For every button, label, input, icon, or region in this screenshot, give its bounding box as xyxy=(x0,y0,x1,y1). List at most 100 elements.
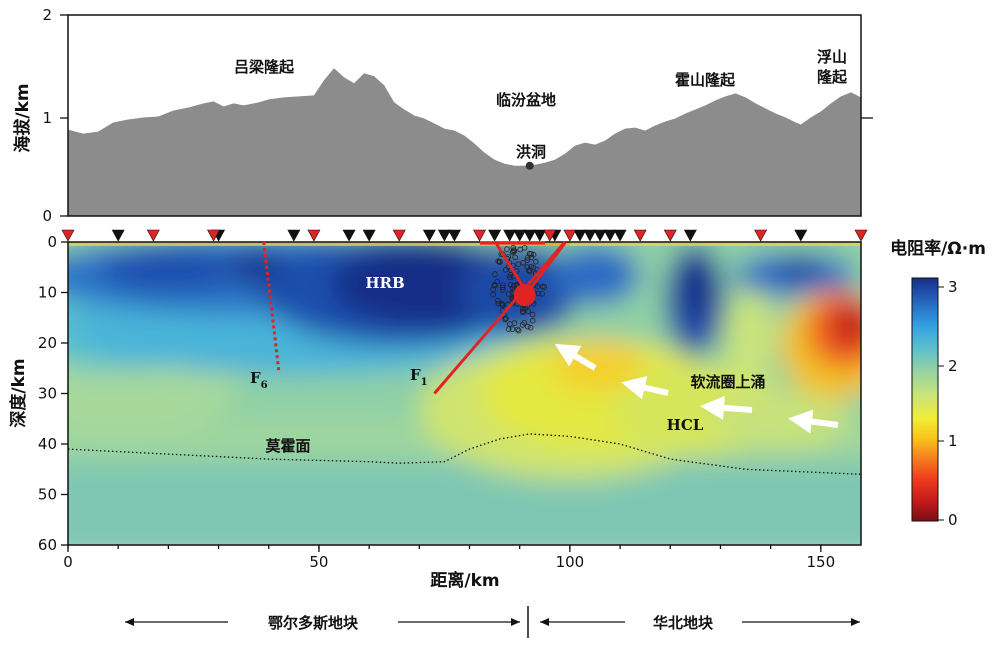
station-red-marker xyxy=(392,229,406,242)
colorbar-ticks xyxy=(938,286,944,521)
earthquake-event xyxy=(524,323,531,330)
earthquake-event xyxy=(502,266,509,273)
earthquake-event xyxy=(524,264,530,270)
earthquake-event xyxy=(504,246,510,252)
y-tick-label: 30 xyxy=(38,385,57,403)
station-black-marker xyxy=(488,229,502,242)
earthquake-event xyxy=(507,281,514,288)
earthquake-event xyxy=(491,281,498,288)
earthquake-event xyxy=(528,254,535,261)
earthquake-event xyxy=(499,302,506,309)
x-tick-label: 0 xyxy=(63,553,73,571)
topography-tick-1: 1 xyxy=(42,109,52,127)
label-moho: 莫霍面 xyxy=(265,437,310,455)
station-black-marker xyxy=(523,229,537,242)
earthquake-event xyxy=(515,261,522,268)
station-red-marker xyxy=(61,229,75,242)
station-red-marker xyxy=(543,229,557,242)
earthquake-event xyxy=(490,291,497,298)
y-tick-label: 20 xyxy=(38,334,57,352)
station-black-marker xyxy=(447,229,461,242)
earthquake-event xyxy=(505,326,512,332)
colorbar-gradient xyxy=(911,277,939,522)
earthquake-event xyxy=(509,326,516,332)
x-tick-label: 100 xyxy=(556,553,585,571)
station-red-marker xyxy=(473,229,487,242)
station-markers xyxy=(61,229,868,242)
station-black-marker xyxy=(362,229,376,242)
label-huoshan-uplift: 霍山隆起 xyxy=(675,71,736,89)
station-black-marker xyxy=(437,229,451,242)
earthquake-event xyxy=(495,297,501,304)
mainshock-marker xyxy=(513,284,536,307)
station-black-marker xyxy=(513,229,527,242)
station-red-marker xyxy=(146,229,160,242)
earthquake-event xyxy=(492,271,498,277)
earthquake-event xyxy=(521,319,527,326)
earthquake-event xyxy=(510,247,517,253)
earthquake-event xyxy=(529,311,536,318)
station-black-marker xyxy=(503,229,517,242)
colorbar-tick-1: 1 xyxy=(948,432,958,450)
earthquake-event xyxy=(520,305,526,312)
station-red-marker xyxy=(563,229,577,242)
station-black-marker xyxy=(111,229,125,242)
label-hcl: HCL xyxy=(667,416,704,434)
label-hrb: HRB xyxy=(365,274,404,292)
station-red-marker xyxy=(307,229,321,242)
earthquake-event xyxy=(503,315,509,322)
station-black-marker xyxy=(422,229,436,242)
label-fushan-line1: 浮山 xyxy=(817,48,847,66)
station-red-marker xyxy=(207,229,221,242)
x-tick-label: 50 xyxy=(309,553,328,571)
colorbar-tick-3: 3 xyxy=(948,278,958,296)
y-tick-label: 50 xyxy=(38,486,57,504)
colorbar: 电阻率/Ω·m 3 2 1 0 xyxy=(890,238,986,529)
station-black-marker xyxy=(794,229,808,242)
topography-frame xyxy=(67,14,862,217)
station-black-marker xyxy=(583,229,597,242)
earthquake-event xyxy=(511,320,518,326)
colorbar-tick-2: 2 xyxy=(948,357,958,375)
station-black-marker xyxy=(342,229,356,242)
upwelling-arrows xyxy=(554,343,839,434)
resistivity-ticks xyxy=(61,241,822,552)
label-f1: F1 xyxy=(410,366,428,388)
earthquake-event xyxy=(499,282,506,289)
label-ordos-block: 鄂尔多斯地块 xyxy=(268,614,359,632)
earthquake-event xyxy=(539,290,545,297)
earthquake-event xyxy=(495,258,502,265)
earthquake-event xyxy=(512,254,518,261)
label-fushan-line2: 隆起 xyxy=(817,68,848,86)
topography-area xyxy=(68,68,861,216)
topography-tick-2: 2 xyxy=(42,6,52,24)
station-black-marker xyxy=(287,229,301,242)
earthquake-event xyxy=(524,257,531,264)
label-f6: F6 xyxy=(250,369,268,391)
station-black-marker xyxy=(603,229,617,242)
colorbar-tick-0: 0 xyxy=(948,511,958,529)
y-axis-title: 深度/km xyxy=(8,358,29,427)
label-hongtong: 洪洞 xyxy=(516,143,546,161)
x-tick-label: 150 xyxy=(807,553,836,571)
label-asthenosphere-upwelling: 软流圈上涌 xyxy=(690,373,765,391)
station-black-marker xyxy=(573,229,587,242)
earthquake-event xyxy=(519,308,526,315)
earthquake-event xyxy=(529,317,536,324)
resistivity-field xyxy=(68,242,861,545)
earthquake-event xyxy=(534,283,541,290)
fault-f1-line xyxy=(433,241,567,395)
earthquake-event xyxy=(514,281,520,288)
label-north-china-block: 华北地块 xyxy=(653,614,714,632)
x-axis-title: 距离/km xyxy=(430,570,499,591)
station-red-marker xyxy=(663,229,677,242)
earthquake-event xyxy=(520,259,527,266)
earthquake-event xyxy=(525,308,532,315)
hongtong-marker xyxy=(525,161,534,170)
earthquake-event xyxy=(515,327,522,334)
x-tick-labels: 0 50 100 150 xyxy=(63,553,835,571)
earthquake-event xyxy=(528,263,534,270)
colorbar-title: 电阻率/Ω·m xyxy=(890,238,986,259)
